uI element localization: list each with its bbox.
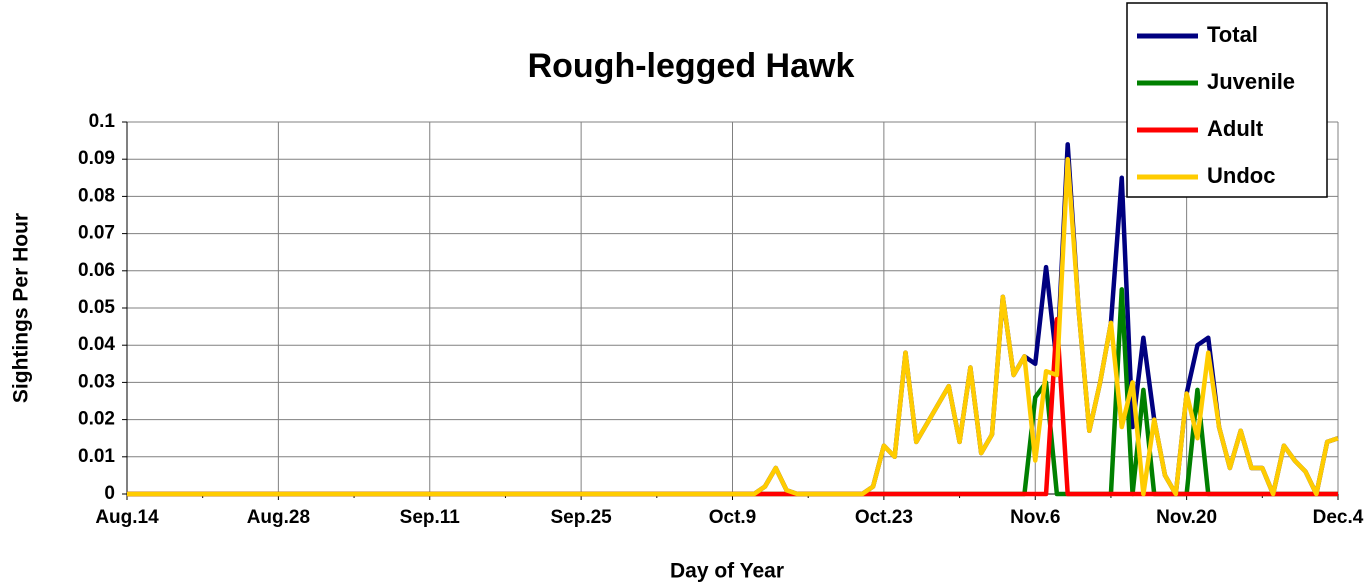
x-tick-label: Sep.11 [400, 507, 461, 528]
x-tick-label: Aug.14 [95, 507, 159, 528]
x-tick-label: Oct.23 [855, 507, 913, 528]
legend-label: Total [1207, 22, 1258, 47]
legend-label: Adult [1207, 116, 1264, 141]
series-line [127, 156, 1339, 497]
y-tick-label: 0.08 [78, 185, 115, 206]
x-tick-label: Oct.9 [709, 507, 757, 528]
legend-label: Juvenile [1207, 69, 1295, 94]
x-tick-label: Sep.25 [550, 507, 612, 528]
y-tick-label: 0 [104, 483, 115, 504]
y-tick-label: 0.05 [78, 297, 115, 318]
y-tick-label: 0.02 [78, 409, 115, 430]
y-axis-label: Sightings Per Hour [10, 213, 33, 403]
y-tick-label: 0.01 [78, 446, 115, 467]
legend: Total Juvenile Adult Undoc [1137, 22, 1295, 188]
y-tick-label: 0.09 [78, 148, 115, 169]
y-tick-label: 0.1 [89, 111, 116, 132]
y-tick-label: 0.06 [78, 260, 115, 281]
x-tick-label: Nov.20 [1156, 507, 1217, 528]
x-tick-label: Nov.6 [1010, 507, 1060, 528]
y-tick-label: 0.04 [78, 334, 115, 355]
x-tick-label: Aug.28 [247, 507, 310, 528]
x-tick-label: Dec.4 [1313, 507, 1364, 528]
chart-title: Rough-legged Hawk [528, 47, 855, 85]
y-tick-label: 0.03 [78, 371, 115, 392]
x-axis-label: Day of Year [670, 560, 784, 583]
legend-label: Undoc [1207, 163, 1275, 188]
y-tick-label: 0.07 [78, 223, 115, 244]
